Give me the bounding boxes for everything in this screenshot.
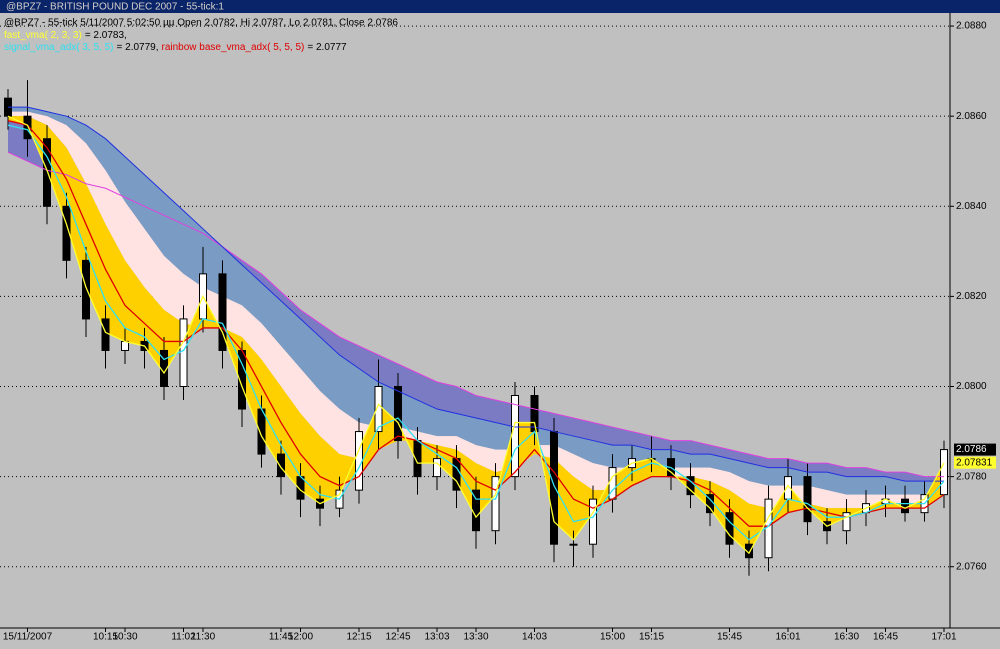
candle-body [62,205,71,261]
x-tick-label: 14:03 [522,632,547,643]
info-line: @BPZ7 - 55-tick 5/11/2007 5:02:50 µµ Ope… [4,18,398,29]
x-tick-label: 13:30 [463,632,488,643]
candle-body [121,340,129,351]
candle-body [43,138,51,207]
candle-body [394,386,402,442]
candle-body [433,458,441,478]
indicator-line [7,115,945,555]
x-tick-label: 15:45 [717,632,742,643]
y-tick-label: 2.0860 [956,111,987,122]
x-tick-label: 16:01 [775,632,800,643]
legend-name: rainbow base_vma_adx( 5, 5, 5) [162,42,305,53]
band-fill [8,111,944,509]
candle-body [725,512,734,545]
legend-name: signal_vma_adx( 3, 5, 5) [4,42,114,53]
x-tick-label: 15:00 [600,632,625,643]
candle-body [355,431,363,491]
candle-body [940,449,948,496]
legend-name: fast_vma( 2, 3, 3) [4,30,82,41]
x-tick-label: 11:45 [269,632,294,643]
last-value-box [954,456,996,469]
last-value-label: 2.0786 [956,444,987,455]
legend-value: = 2.0779, [117,42,159,53]
legend-line: signal_vma_adx( 3, 5, 5) = 2.0779, rainbow… [4,42,347,53]
candle-body [218,273,227,351]
y-tick-label: 2.0840 [956,201,987,212]
candle-body [803,476,812,523]
x-tick-label: 16:45 [873,632,898,643]
candle-body [374,386,383,433]
candle-body [842,512,851,532]
plot [0,25,950,576]
x-tick-label: 17:01 [931,632,956,643]
indicator-line [7,120,945,527]
x-tick-label: 11:30 [191,632,216,643]
band-line [7,151,944,478]
x-tick-label: 10:30 [112,632,137,643]
window-title: @BPZ7 - BRITISH POUND DEC 2007 - 55-tick… [6,2,224,13]
x-tick-label: 15:15 [639,632,664,643]
y-tick-label: 2.0820 [956,291,987,302]
last-value-box [954,443,996,456]
indicator-line [7,124,945,541]
y-tick-label: 2.0880 [956,21,987,32]
title-bar [0,0,1000,13]
x-tick-label: 10:15 [93,632,118,643]
candle-body [901,498,909,514]
candle-body [569,543,578,546]
candle-body [491,476,500,532]
y-tick-label: 2.0760 [956,561,987,572]
candle-body [530,395,539,433]
candle-body [23,115,32,140]
y-tick-label: 2.0780 [956,471,987,482]
candle-body [82,259,90,320]
candle-body [101,318,110,351]
candle-body [686,476,695,496]
last-value-label: 2.07831 [956,457,993,468]
x-tick-label: 12:00 [288,632,313,643]
legend-value: = 2.0783, [85,30,127,41]
x-tick-label: 15/11/2007 [3,632,53,643]
candle-body [550,431,558,545]
legend-line: fast_vma( 2, 3, 3) = 2.0783, [4,30,127,41]
x-tick-label: 11:02 [171,632,196,643]
candle-body [179,318,188,388]
candle-body [277,453,285,478]
x-tick-label: 13:03 [424,632,449,643]
y-tick-label: 2.0800 [956,381,987,392]
legend-value: = 2.0777 [307,42,347,53]
candle-body [511,395,519,478]
candle-body [589,498,597,545]
x-tick-label: 12:15 [346,632,371,643]
x-tick-label: 12:45 [385,632,410,643]
band-fill [8,107,944,495]
candle-body [745,543,753,559]
band-line [8,106,944,482]
x-tick-label: 16:30 [834,632,859,643]
